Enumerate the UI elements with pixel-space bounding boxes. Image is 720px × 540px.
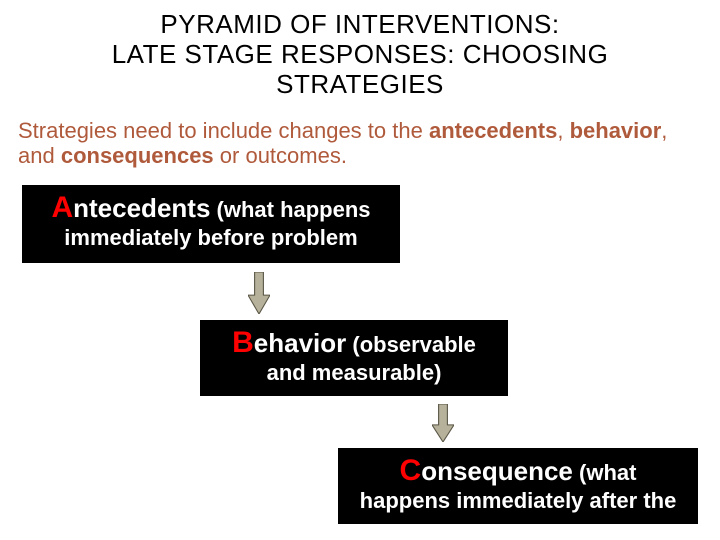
antecedents-paren: (what happens (210, 197, 370, 222)
antecedents-box: Antecedents (what happens immediately be… (22, 185, 400, 263)
antecedents-lead-letter: A (51, 191, 73, 224)
consequence-box: Consequence (what happens immediately af… (338, 448, 698, 524)
subtitle-prefix: Strategies need to include changes to th… (18, 118, 429, 143)
slide-subtitle: Strategies need to include changes to th… (18, 118, 698, 169)
consequence-line2: happens immediately after the (348, 488, 688, 514)
subtitle-bold1: antecedents (429, 118, 557, 143)
behavior-lead-letter: B (232, 326, 254, 359)
behavior-lead-rest: ehavior (254, 328, 347, 358)
behavior-box: Behavior (observable and measurable) (200, 320, 508, 396)
slide-title: PYRAMID OF INTERVENTIONS: LATE STAGE RES… (0, 10, 720, 100)
arrow-down-icon (248, 272, 270, 314)
title-line2: LATE STAGE RESPONSES: CHOOSING (112, 39, 609, 69)
behavior-paren: (observable (346, 332, 476, 357)
consequence-lead-rest: onsequence (421, 456, 573, 486)
subtitle-bold2: behavior (570, 118, 662, 143)
subtitle-mid1: , (557, 118, 569, 143)
title-line3: STRATEGIES (276, 69, 444, 99)
antecedents-lead-rest: ntecedents (73, 193, 210, 223)
arrow-down-icon (432, 404, 454, 442)
consequence-lead-letter: C (400, 454, 422, 487)
subtitle-bold3: consequences (61, 143, 214, 168)
title-line1: PYRAMID OF INTERVENTIONS: (160, 9, 559, 39)
behavior-line2: and measurable) (210, 360, 498, 386)
subtitle-suffix: or outcomes. (214, 143, 347, 168)
consequence-paren: (what (573, 460, 637, 485)
antecedents-line2: immediately before problem (32, 225, 390, 251)
